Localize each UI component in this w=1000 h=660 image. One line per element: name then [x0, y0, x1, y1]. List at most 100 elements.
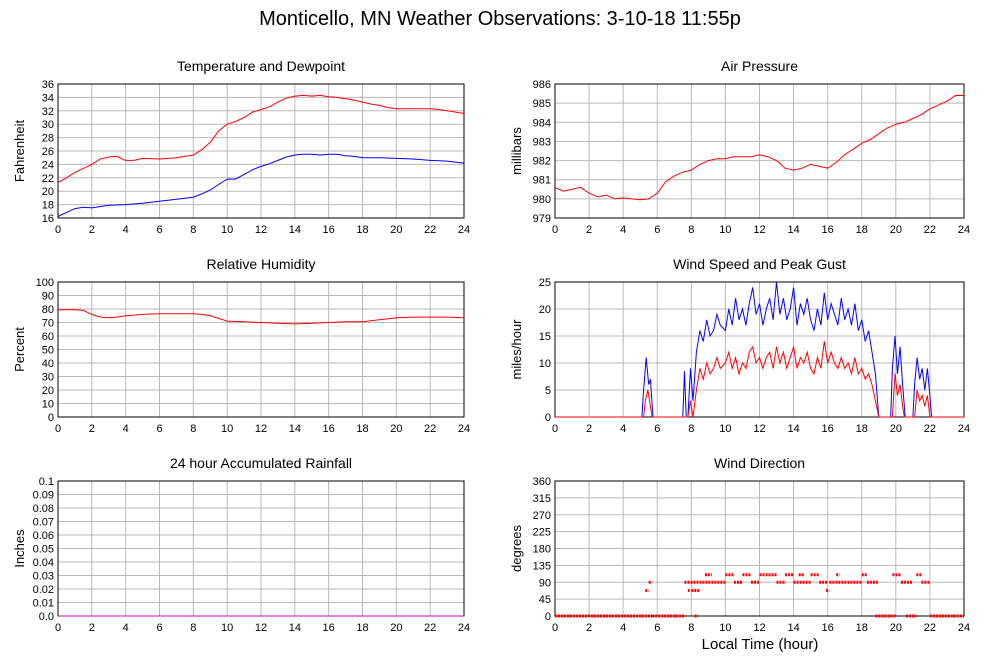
humidity-x-tick-label: 24: [458, 423, 470, 435]
wind-title: Wind Speed and Peak Gust: [673, 256, 846, 272]
humidity-x-tick-label: 4: [123, 423, 129, 435]
temp-x-tick-label: 6: [156, 224, 162, 236]
wind-x-tick-label: 10: [719, 423, 731, 435]
direction-x-tick-label: 10: [719, 622, 731, 634]
rain-y-tick-label: 0.05: [33, 544, 54, 556]
wind-y-tick-label: 10: [539, 358, 551, 370]
direction-x-tick-label: 14: [787, 622, 799, 634]
wind-x-tick-label: 6: [654, 423, 660, 435]
humidity-y-tick-label: 30: [42, 372, 54, 384]
rain-y-tick-label: 0.02: [33, 584, 54, 596]
rain-y-tick-label: 0.08: [33, 503, 54, 515]
pressure-x-tick-label: 22: [924, 224, 936, 236]
wind-y-axis-label: miles/hour: [509, 319, 524, 380]
direction-y-tick-label: 360: [533, 476, 551, 488]
pressure-x-tick-label: 14: [787, 224, 799, 236]
wind-x-tick-label: 12: [753, 423, 765, 435]
temp-series-1-line: [57, 153, 465, 218]
humidity-y-tick-label: 60: [42, 331, 54, 343]
direction-y-tick-label: 315: [533, 493, 551, 505]
pressure-frame: [554, 83, 965, 219]
humidity-x-tick-label: 14: [289, 423, 301, 435]
wind-y-tick-label: 20: [539, 304, 551, 316]
wind-y-tick-label: 15: [539, 331, 551, 343]
temp-x-tick-label: 2: [89, 224, 95, 236]
pressure-y-tick-label: 983: [533, 136, 551, 148]
temp-series-0-line: [57, 94, 465, 183]
humidity-y-tick-label: 70: [42, 318, 54, 330]
temp-x-tick-label: 24: [458, 224, 470, 236]
direction-x-tick-label: 18: [856, 622, 868, 634]
temp-y-tick-label: 32: [42, 106, 54, 118]
direction-y-tick-label: 135: [533, 560, 551, 572]
pressure-y-axis-label: millibars: [509, 127, 524, 175]
temp-x-tick-label: 20: [390, 224, 402, 236]
humidity-x-tick-label: 10: [221, 423, 233, 435]
pressure-title: Air Pressure: [721, 58, 798, 74]
temp-y-tick-label: 20: [42, 186, 54, 198]
rain-x-tick-label: 0: [55, 622, 61, 634]
temp-y-tick-label: 18: [42, 200, 54, 212]
direction-y-tick-label: 0: [545, 611, 551, 623]
direction-x-tick-label: 16: [822, 622, 834, 634]
pressure-y-tick-label: 979: [533, 213, 551, 225]
temp-title: Temperature and Dewpoint: [177, 58, 345, 74]
direction-x-tick-label: 12: [753, 622, 765, 634]
direction-y-tick-label: 45: [539, 594, 551, 606]
humidity-frame: [57, 281, 465, 418]
pressure-y-tick-label: 982: [533, 156, 551, 168]
wind-x-tick-label: 24: [958, 423, 970, 435]
direction-x-tick-label: 4: [620, 622, 626, 634]
direction-x-tick-label: 6: [654, 622, 660, 634]
pressure-y-tick-label: 980: [533, 194, 551, 206]
temp-y-tick-label: 34: [42, 92, 54, 104]
temp-x-tick-label: 18: [356, 224, 368, 236]
rain-y-axis-label: Inches: [12, 529, 27, 568]
humidity-x-tick-label: 12: [255, 423, 267, 435]
x-axis-label: Local Time (hour): [701, 636, 819, 653]
humidity-y-tick-label: 40: [42, 358, 54, 370]
temp-frame: [57, 83, 465, 219]
humidity-title: Relative Humidity: [207, 256, 316, 272]
pressure-x-tick-label: 12: [753, 224, 765, 236]
humidity-y-tick-label: 90: [42, 291, 54, 303]
wind-series-0-line: [555, 281, 964, 418]
temp-y-axis-label: Fahrenheit: [12, 120, 27, 183]
rain-x-tick-label: 8: [190, 622, 196, 634]
pressure-y-tick-label: 985: [533, 98, 551, 110]
pressure-x-tick-label: 8: [688, 224, 694, 236]
pressure-series-0-line: [554, 95, 964, 201]
pressure-y-tick-label: 981: [533, 175, 551, 187]
pressure-y-tick-label: 984: [533, 117, 551, 129]
temp-x-tick-label: 16: [323, 224, 335, 236]
pressure-x-tick-label: 16: [822, 224, 834, 236]
humidity-x-tick-label: 8: [190, 423, 196, 435]
rain-y-tick-label: 0.0: [39, 611, 54, 623]
direction-x-tick-label: 24: [958, 622, 970, 634]
temp-y-tick-label: 22: [42, 173, 54, 185]
wind-x-tick-label: 22: [924, 423, 936, 435]
wind-x-tick-label: 2: [586, 423, 592, 435]
wind-x-tick-label: 8: [688, 423, 694, 435]
direction-frame: [554, 480, 965, 617]
humidity-y-axis-label: Percent: [12, 327, 27, 372]
direction-x-tick-label: 22: [924, 622, 936, 634]
pressure-x-tick-label: 24: [958, 224, 970, 236]
pressure-x-tick-label: 0: [552, 224, 558, 236]
rain-y-tick-label: 0.04: [33, 557, 54, 569]
rain-y-tick-label: 0.03: [33, 571, 54, 583]
pressure-y-tick-label: 986: [533, 79, 551, 91]
pressure-x-tick-label: 18: [856, 224, 868, 236]
wind-x-tick-label: 18: [856, 423, 868, 435]
temp-x-tick-label: 10: [221, 224, 233, 236]
pressure-x-tick-label: 6: [654, 224, 660, 236]
humidity-y-tick-label: 100: [36, 277, 54, 289]
rain-y-tick-label: 0.07: [33, 517, 54, 529]
humidity-y-tick-label: 50: [42, 345, 54, 357]
humidity-y-tick-label: 20: [42, 385, 54, 397]
humidity-y-tick-label: 0: [48, 412, 54, 424]
wind-frame: [554, 281, 965, 418]
humidity-x-tick-label: 22: [424, 423, 436, 435]
rain-x-tick-label: 18: [356, 622, 368, 634]
wind-x-tick-label: 14: [787, 423, 799, 435]
